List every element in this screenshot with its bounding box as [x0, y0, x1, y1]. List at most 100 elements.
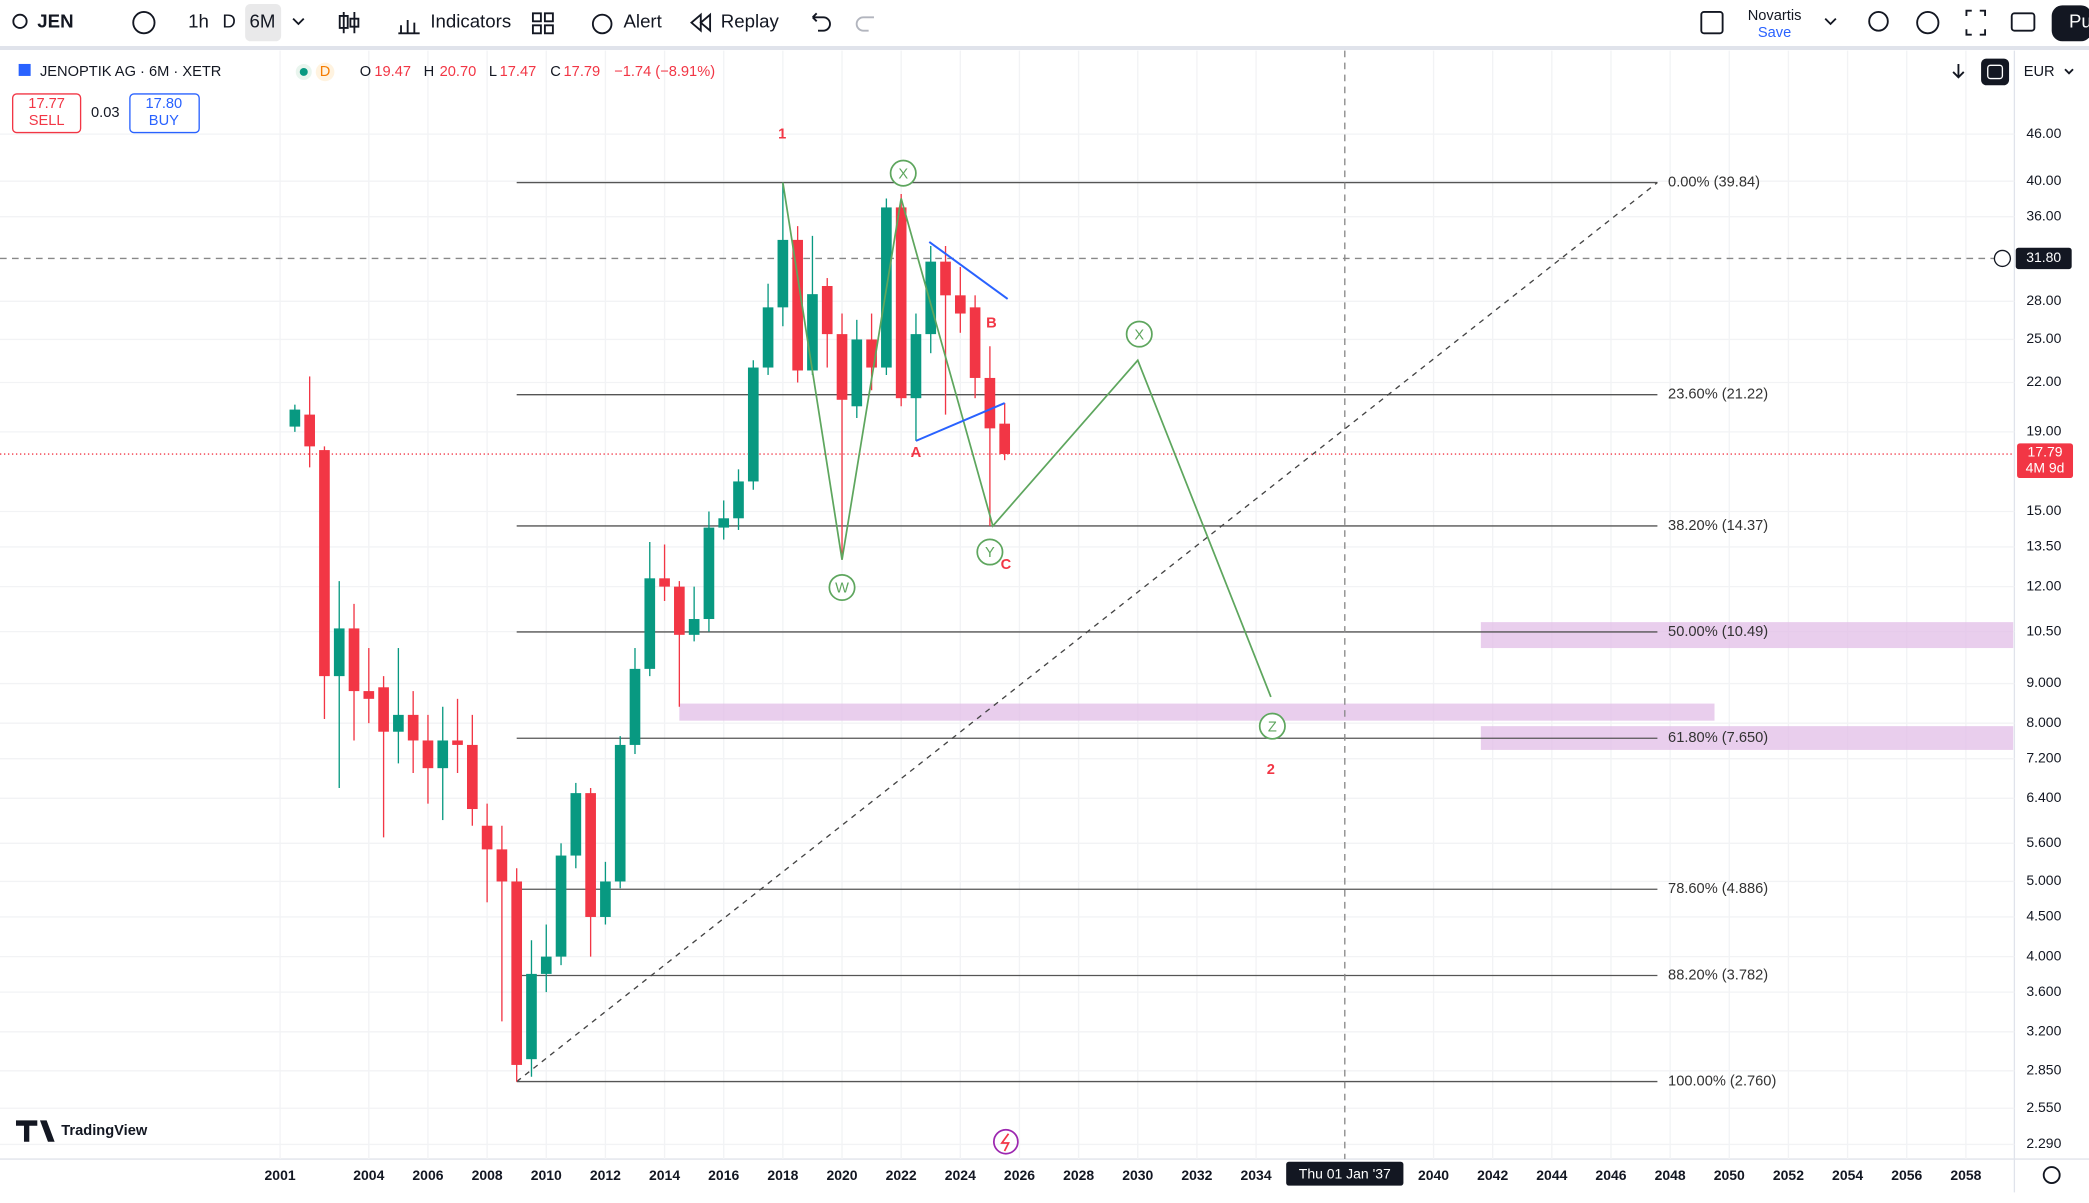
publish[interactable]: Pu	[2069, 11, 2089, 32]
interval[interactable]: 1h	[188, 11, 209, 32]
currency[interactable]: EUR	[2024, 64, 2055, 80]
quick-search[interactable]	[1868, 11, 1889, 32]
layout-icon[interactable]	[1700, 11, 1724, 35]
search-icon[interactable]	[12, 13, 28, 29]
x-tick-label: 2048	[1655, 1167, 1686, 1183]
market-status-dot	[299, 67, 308, 76]
sub-label: C	[1001, 557, 1012, 573]
chart-type[interactable]	[338, 11, 360, 34]
alert[interactable]: Alert	[624, 11, 663, 32]
candle-body	[777, 239, 789, 308]
x-tick-label: 2052	[1773, 1167, 1804, 1183]
y-tick-label: 28.00	[2026, 292, 2061, 308]
degree-label: 1	[778, 127, 786, 143]
sell-price[interactable]: 17.77	[28, 96, 65, 112]
brand: TradingView	[61, 1123, 148, 1139]
watchlist[interactable]: Novartis	[1748, 8, 1802, 24]
scroll-button[interactable]	[1952, 63, 1965, 79]
buy-price[interactable]: 17.80	[146, 96, 183, 112]
candle-body	[792, 239, 803, 371]
candle-body	[940, 261, 951, 296]
replay[interactable]: Replay	[721, 11, 780, 32]
candle-body	[496, 849, 508, 882]
indicators-icon[interactable]	[398, 19, 420, 35]
ohlc-label: C	[550, 64, 561, 80]
candle-body	[348, 628, 360, 692]
undo[interactable]	[812, 12, 831, 32]
x-tick-label: 2054	[1832, 1167, 1863, 1183]
candle-body	[407, 714, 419, 741]
auto-scale[interactable]	[1981, 58, 2010, 86]
events-icon[interactable]	[993, 1128, 1019, 1155]
y-tick-label: 40.00	[2026, 172, 2061, 188]
legend-title: JENOPTIK AG · 6M · XETR	[40, 64, 221, 80]
candle-body	[747, 367, 759, 482]
sub-label: A	[911, 445, 922, 461]
settings[interactable]	[1916, 11, 1940, 35]
wave-label: X	[898, 166, 908, 182]
fullscreen[interactable]	[1965, 9, 1987, 36]
y-tick-label: 3.200	[2026, 1022, 2061, 1038]
y-tick-label: 5.000	[2026, 872, 2061, 888]
candle-body	[674, 586, 685, 635]
candle-body	[526, 973, 537, 1060]
symbol[interactable]: JEN	[37, 11, 73, 32]
axis-settings[interactable]	[2042, 1166, 2061, 1184]
crosshair-price-box	[2015, 247, 2072, 270]
last-price: 17.79	[2028, 443, 2063, 459]
sell-label[interactable]: SELL	[29, 113, 65, 129]
delay-badge	[315, 62, 335, 82]
zone	[679, 703, 1715, 721]
y-tick-label: 4.500	[2026, 908, 2061, 924]
y-tick-label: 25.00	[2026, 330, 2061, 346]
snapshot[interactable]	[2010, 12, 2036, 32]
wave-label-circle	[976, 538, 1004, 566]
y-tick-label: 2.850	[2026, 1061, 2061, 1077]
alert-icon[interactable]	[591, 13, 613, 35]
ohlc-value: 19.47	[374, 64, 411, 80]
indicators[interactable]: Indicators	[430, 11, 511, 32]
fib-label: 38.20% (14.37)	[1668, 518, 1768, 534]
x-tick-label: 2042	[1477, 1167, 1508, 1183]
replay-icon[interactable]	[690, 12, 712, 33]
wave-label-circle	[1125, 320, 1153, 348]
x-tick-label: 2010	[531, 1167, 562, 1183]
candle-body	[688, 619, 700, 635]
save-menu[interactable]	[1824, 17, 1837, 26]
y-tick-label: 6.400	[2026, 789, 2061, 805]
interval[interactable]: 6M	[250, 11, 276, 32]
x-tick-label: 2040	[1418, 1167, 1449, 1183]
x-tick-label: 2008	[472, 1167, 503, 1183]
brand-logo	[15, 1120, 55, 1142]
publish-button[interactable]	[2051, 5, 2089, 42]
buy-button[interactable]	[129, 93, 200, 134]
add-symbol[interactable]	[132, 11, 156, 35]
fib-label: 23.60% (21.22)	[1668, 387, 1768, 403]
interval[interactable]: D	[222, 11, 235, 32]
fib-label: 100.00% (2.760)	[1668, 1073, 1776, 1089]
x-tick-label: 2044	[1536, 1167, 1567, 1183]
crosshair-date-box	[1286, 1161, 1404, 1186]
trend-line	[516, 181, 1658, 1083]
candle-body	[866, 339, 877, 368]
candle-body	[363, 691, 375, 699]
interval-menu[interactable]	[292, 17, 305, 26]
redo[interactable]	[855, 16, 874, 32]
candle-body	[954, 295, 966, 314]
candle-body	[718, 518, 730, 528]
currency-menu[interactable]	[2064, 68, 2074, 75]
y-tick-label: 15.00	[2026, 502, 2061, 518]
buy-label[interactable]: BUY	[149, 113, 179, 129]
layouts[interactable]	[531, 12, 554, 35]
wave-label-circle	[1258, 712, 1286, 740]
candle-body	[378, 687, 389, 732]
wave-path	[782, 182, 1272, 698]
last-price-box	[2017, 443, 2074, 479]
x-tick-label: 2012	[590, 1167, 621, 1183]
sell-button[interactable]	[11, 93, 82, 134]
candle-body	[984, 377, 996, 429]
candle-body	[925, 261, 937, 335]
save[interactable]: Save	[1758, 25, 1791, 41]
symbol-logo	[18, 63, 31, 76]
